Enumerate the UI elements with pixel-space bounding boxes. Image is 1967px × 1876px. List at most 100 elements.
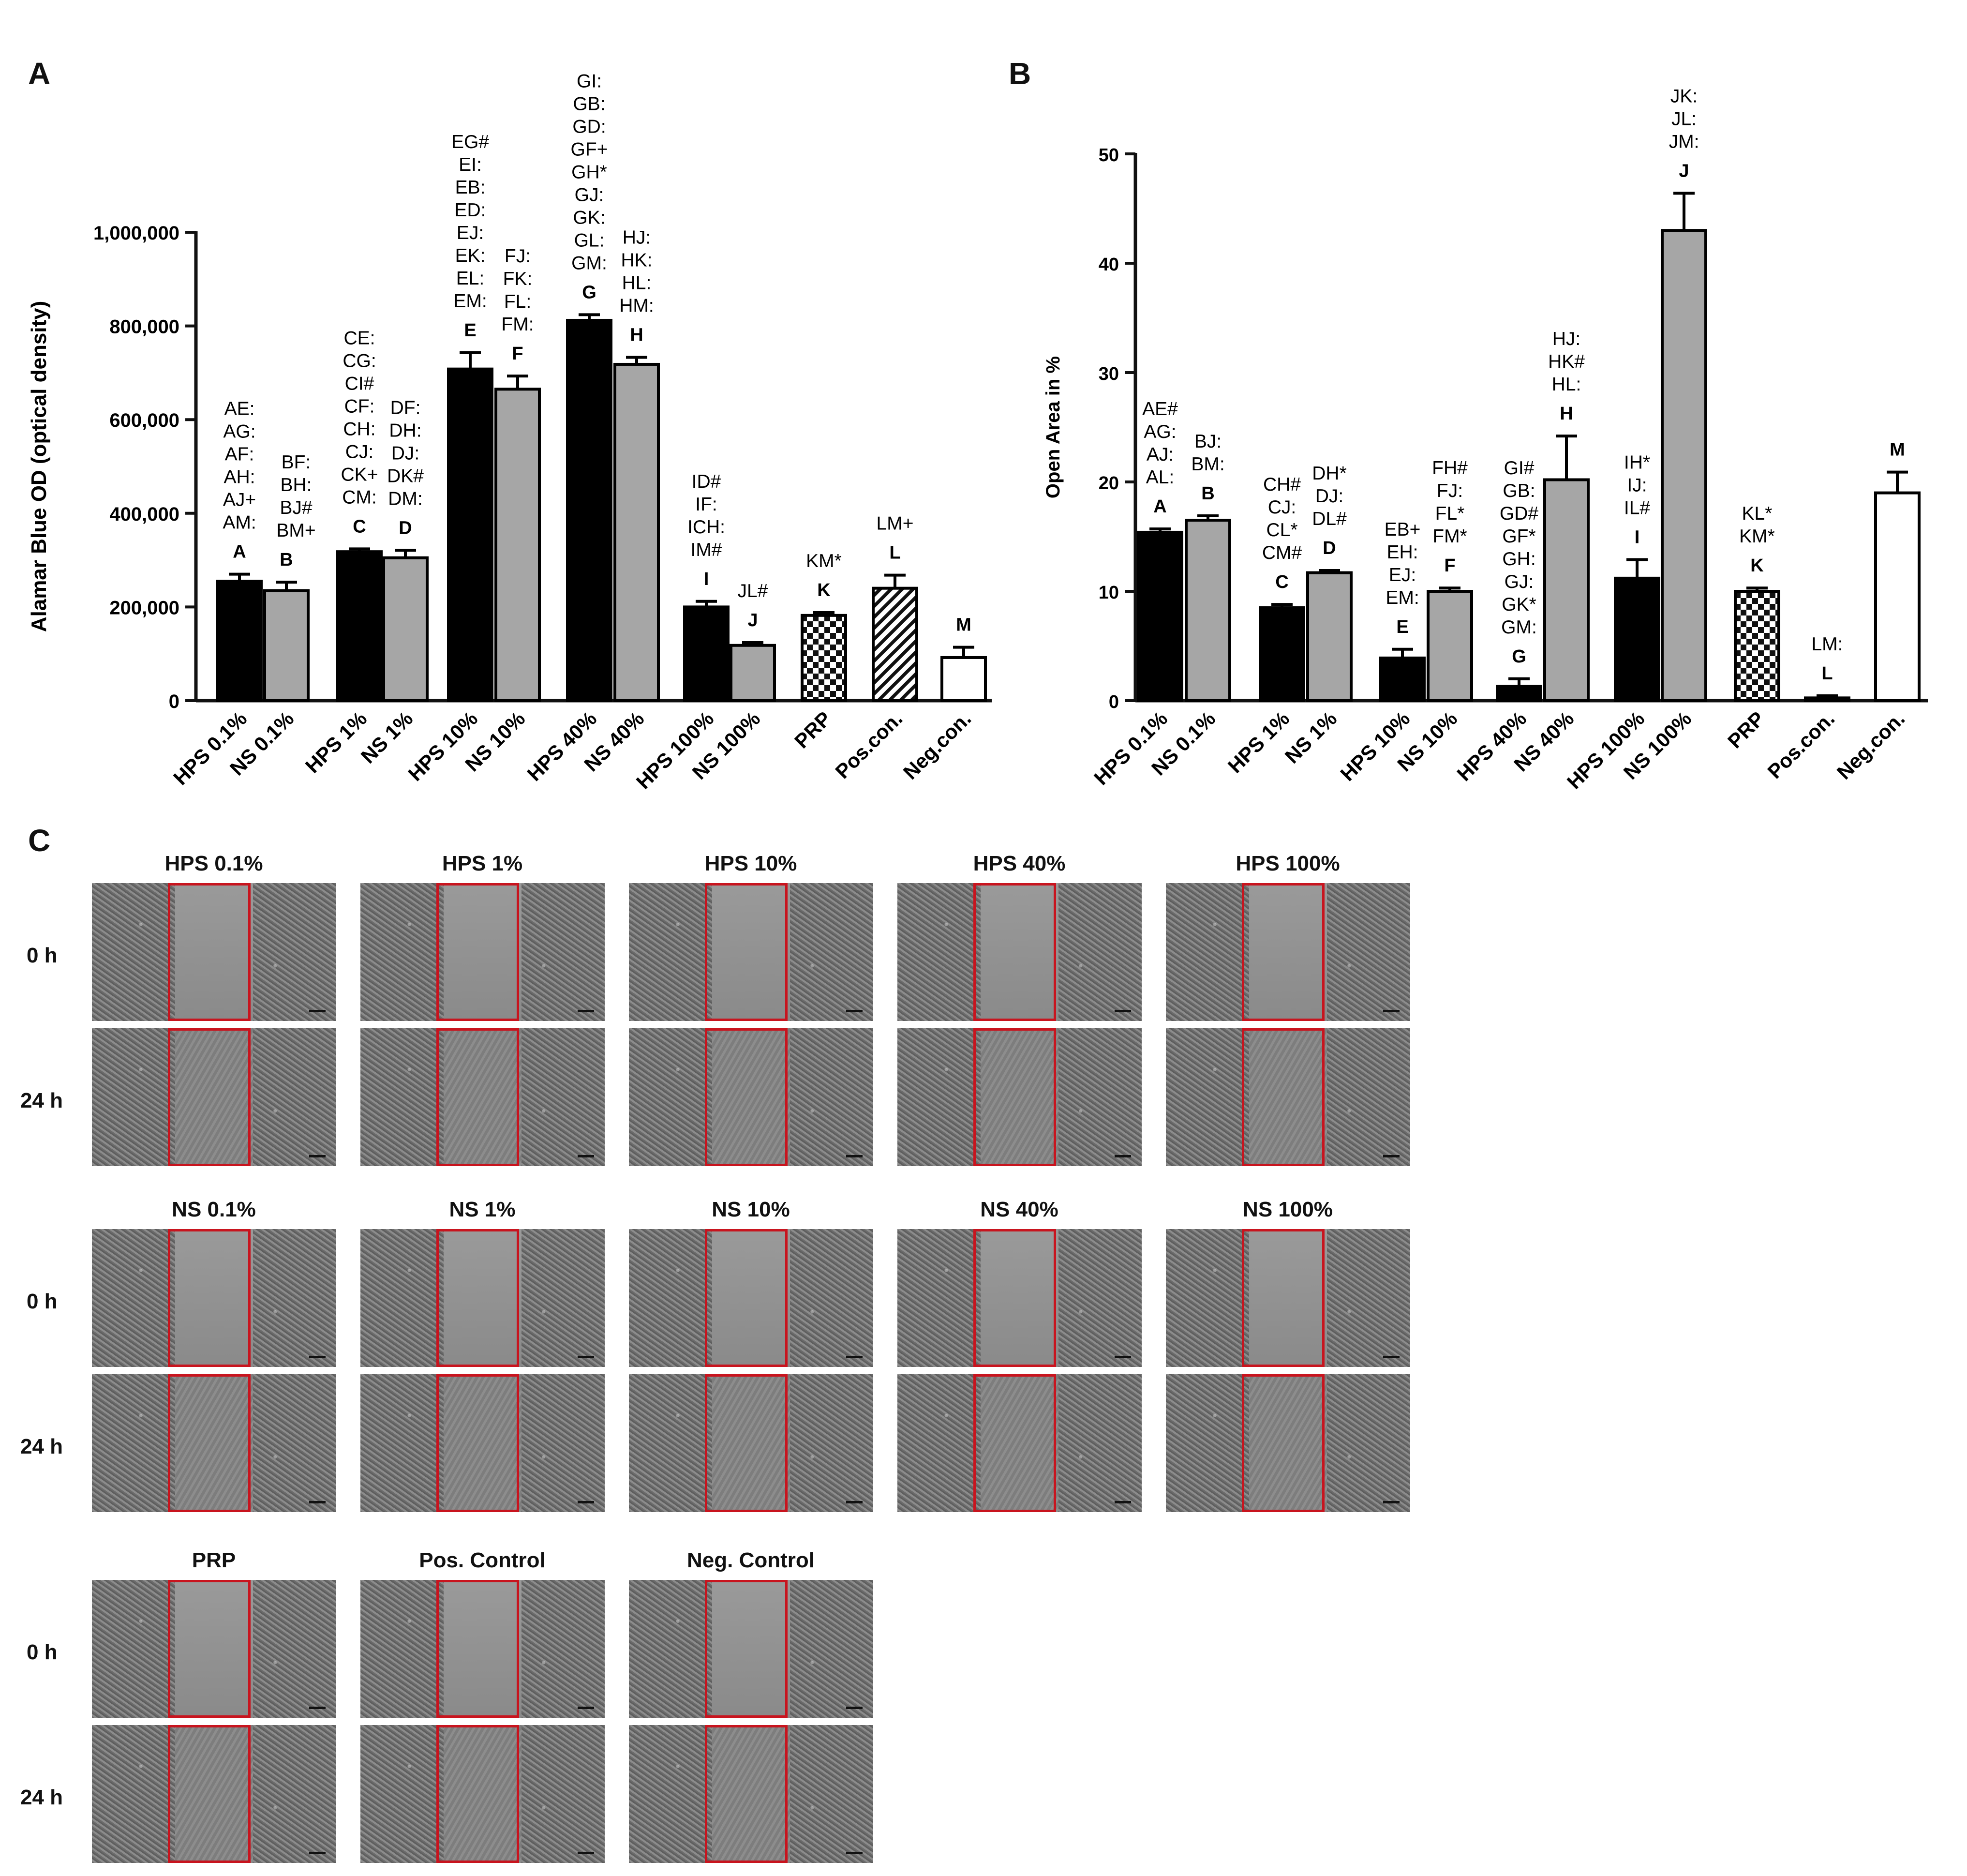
micrograph-0h xyxy=(629,883,873,1021)
significance-label: IM# xyxy=(690,540,722,560)
bar-m xyxy=(1874,491,1921,702)
significance-label: GK: xyxy=(573,207,605,228)
micrograph-0h xyxy=(629,1580,873,1718)
significance-label: GL: xyxy=(574,230,605,251)
significance-label: GD: xyxy=(572,116,606,137)
micrograph-24h xyxy=(1166,1374,1410,1512)
scratch-region-box xyxy=(167,1580,251,1718)
bar-l xyxy=(1804,696,1850,702)
scratch-region-box xyxy=(167,1725,251,1863)
significance-label: GK* xyxy=(1502,594,1536,615)
bar-c xyxy=(336,550,383,703)
scratch-gap xyxy=(175,1229,253,1367)
y-tick-label: 20 xyxy=(1099,473,1119,494)
bar-f xyxy=(1427,590,1473,702)
bar-letter: B xyxy=(1201,483,1214,504)
bar-letter: C xyxy=(1275,572,1288,592)
micrograph-0h xyxy=(629,1229,873,1367)
significance-label: AE: xyxy=(224,399,255,420)
significance-label: BF: xyxy=(282,452,311,473)
micrograph-0h xyxy=(360,883,605,1021)
significance-label: EJ: xyxy=(1389,565,1416,585)
bar-b xyxy=(1185,519,1231,702)
y-tick-label: 200,000 xyxy=(109,597,179,618)
significance-label: HJ: xyxy=(1552,329,1581,349)
scale-bar xyxy=(1115,1501,1131,1503)
scratch-gap xyxy=(712,883,790,1021)
micrograph-24h xyxy=(92,1374,336,1512)
scale-bar xyxy=(309,1501,326,1503)
bar-letter: L xyxy=(1821,663,1833,684)
significance-label: JL: xyxy=(1671,108,1697,129)
bar-letter: H xyxy=(630,325,643,345)
significance-label: ICH: xyxy=(687,517,725,538)
bar-j xyxy=(1661,229,1707,702)
significance-label: BM+ xyxy=(276,520,315,541)
significance-label: AJ: xyxy=(1147,444,1174,465)
micrograph-0h xyxy=(1166,1229,1410,1367)
bar-letter: K xyxy=(1750,555,1764,576)
significance-label: HJ: xyxy=(623,227,651,248)
scratch-gap xyxy=(1249,1374,1327,1512)
bar-k xyxy=(1734,590,1780,702)
row-label-t24: 24 h xyxy=(20,1089,63,1112)
scale-bar xyxy=(846,1155,863,1157)
significance-label: GM: xyxy=(1501,617,1537,638)
significance-label: BJ# xyxy=(280,497,313,518)
scratch-region-box xyxy=(436,1229,520,1367)
scale-bar xyxy=(309,1010,326,1012)
scratch-gap xyxy=(712,1580,790,1718)
scale-bar xyxy=(578,1155,594,1157)
image-title: HPS 10% xyxy=(704,852,797,875)
significance-label: GF+ xyxy=(571,139,608,160)
micrograph-24h xyxy=(629,1374,873,1512)
micrograph-0h xyxy=(360,1580,605,1718)
scale-bar xyxy=(309,1356,326,1358)
x-tick-label: PRP xyxy=(1723,707,1769,752)
scratch-gap xyxy=(175,1580,253,1718)
significance-label: AG: xyxy=(1144,421,1176,442)
significance-label: DL# xyxy=(1312,509,1347,529)
significance-label: DJ: xyxy=(1315,486,1344,507)
scale-bar xyxy=(846,1356,863,1358)
scratch-region-box xyxy=(436,1580,520,1718)
significance-label: FM* xyxy=(1432,526,1467,547)
scratch-gap xyxy=(443,1229,522,1367)
image-title: Neg. Control xyxy=(687,1548,815,1572)
micrograph-24h xyxy=(360,1374,605,1512)
y-tick-label: 30 xyxy=(1099,364,1119,384)
micrograph-24h xyxy=(360,1725,605,1863)
significance-label: IF: xyxy=(695,494,717,515)
significance-label: AL: xyxy=(1146,467,1175,488)
bar-letter: K xyxy=(817,580,831,600)
bar-k xyxy=(801,614,847,702)
scale-bar xyxy=(578,1010,594,1012)
bar-e xyxy=(1379,656,1426,702)
y-tick-label: 0 xyxy=(169,691,179,712)
panel-label-c: C xyxy=(28,823,51,858)
y-tick-label: 1,000,000 xyxy=(93,223,179,244)
scratch-gap xyxy=(1249,883,1327,1021)
y-tick-label: 400,000 xyxy=(109,504,179,525)
bar-d xyxy=(382,556,429,702)
bar-m xyxy=(940,656,987,702)
significance-label: JM: xyxy=(1669,131,1699,152)
significance-label: DK# xyxy=(387,465,424,486)
bar-h xyxy=(613,362,660,702)
row-label-t0: 0 h xyxy=(27,1290,58,1313)
scratch-region-box xyxy=(973,883,1057,1021)
significance-label: HK# xyxy=(1548,351,1585,372)
scale-bar xyxy=(578,1707,594,1709)
bar-a xyxy=(1137,530,1183,702)
significance-label: CM: xyxy=(342,487,377,508)
significance-label: JK: xyxy=(1670,86,1698,106)
significance-label: IH* xyxy=(1624,452,1650,473)
scratch-region-box xyxy=(704,1028,788,1166)
micrograph-24h xyxy=(92,1725,336,1863)
x-tick-label: HPS 0.1% xyxy=(1089,707,1172,789)
scale-bar xyxy=(1115,1155,1131,1157)
bar-letter: M xyxy=(956,615,971,635)
significance-label: LM: xyxy=(1811,634,1843,655)
y-tick-label: 50 xyxy=(1099,145,1119,165)
significance-label: LM+ xyxy=(877,513,914,534)
